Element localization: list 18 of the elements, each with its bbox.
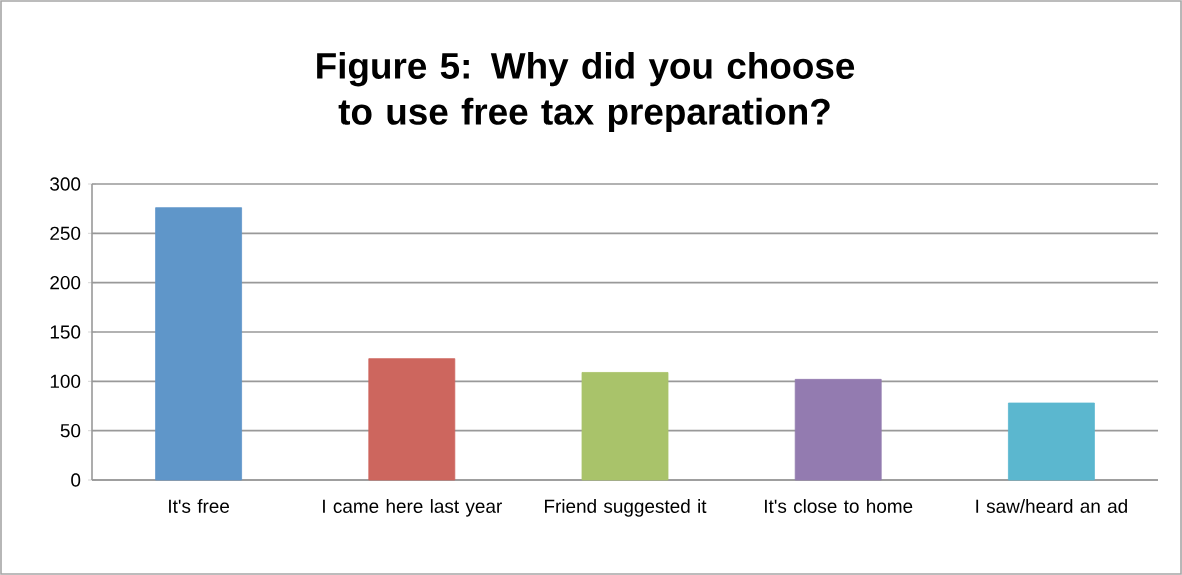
y-tick-label: 150: [50, 325, 81, 339]
bar: [794, 378, 882, 481]
bar: [581, 372, 669, 481]
y-tick-label: 50: [60, 423, 81, 438]
bar: [368, 358, 456, 481]
x-tick-label: I came here last year: [323, 499, 502, 517]
y-tick-label: 250: [50, 226, 81, 241]
bar: [1008, 402, 1095, 481]
x-tick-label: It's close to home: [765, 499, 913, 513]
chart-title: Figure 5: Why did you choose to use free tax preparation?: [317, 51, 855, 133]
y-tick-label: 100: [50, 374, 81, 389]
y-tick-label: 0: [71, 473, 81, 487]
x-tick-label: It's free: [169, 499, 230, 513]
bar: [155, 207, 242, 481]
y-tick-label: 200: [50, 275, 81, 290]
x-tick-label: Friend suggested it: [545, 499, 707, 517]
y-tick-label: 300: [50, 177, 81, 191]
x-tick-label: I saw/heard an ad: [976, 499, 1127, 513]
